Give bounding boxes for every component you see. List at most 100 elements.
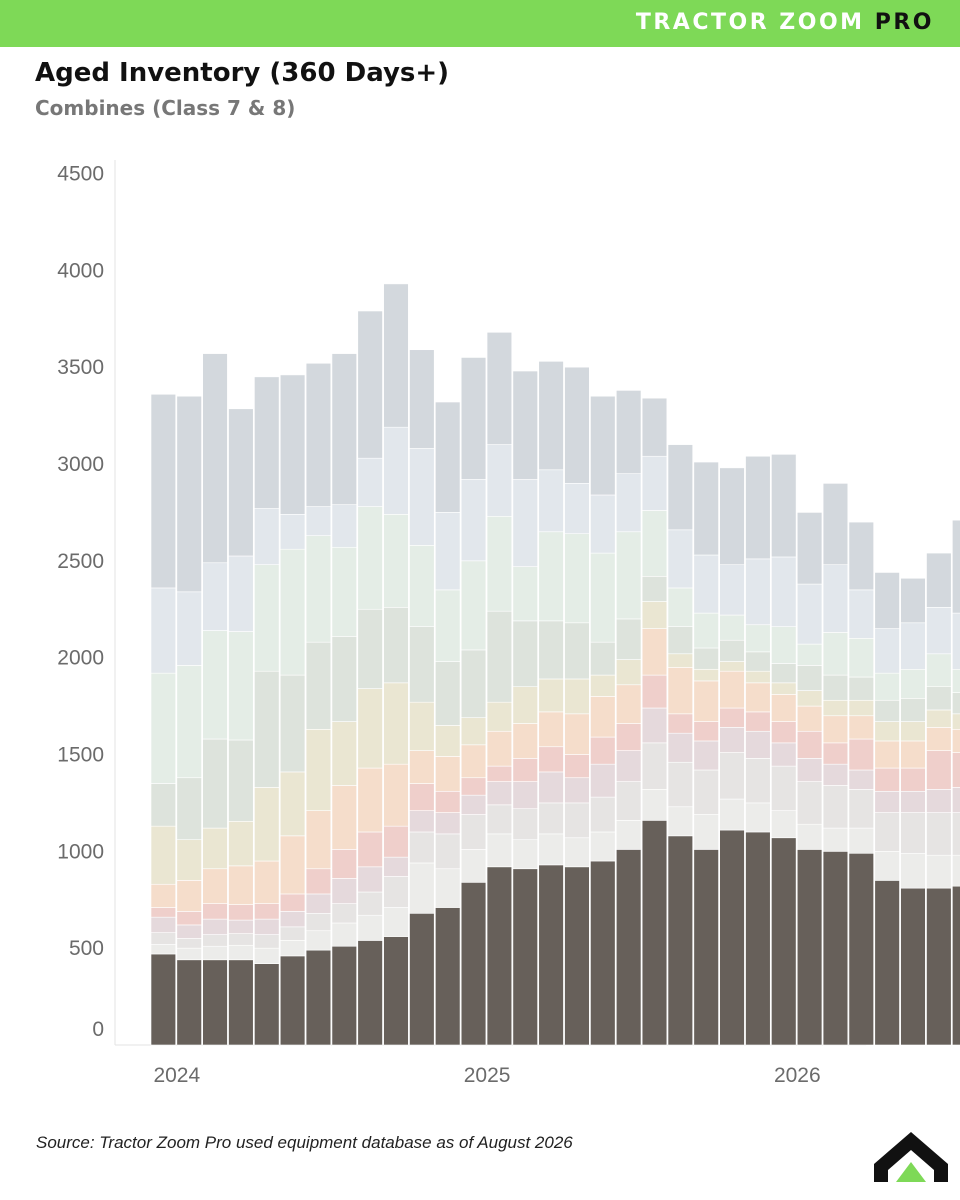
bar-segment (745, 670, 771, 684)
bar-segment (615, 390, 642, 474)
x-tick-label: 2025 (464, 1064, 511, 1087)
bar-segment (771, 721, 797, 744)
bar-segment (719, 467, 745, 565)
bar-segment (486, 833, 513, 868)
bar-segment (590, 494, 616, 554)
bar-segment (228, 959, 254, 1046)
bar-segment (900, 622, 926, 670)
bar-segment (279, 674, 306, 773)
bar-segment (900, 698, 926, 722)
bar-segment (590, 763, 616, 798)
bar-segment (538, 678, 564, 713)
bar-segment (409, 349, 435, 449)
bar-segment (745, 558, 771, 626)
bar-segment (693, 668, 719, 682)
bar-segment (279, 893, 306, 912)
bar-segment (641, 397, 668, 457)
bar-segment (745, 831, 771, 1046)
bar-segment (719, 639, 745, 662)
chart-title: Aged Inventory (360 Days+) (35, 58, 450, 88)
bar-segment (305, 641, 332, 730)
bar-segment (202, 918, 228, 935)
bar-segment (228, 904, 254, 921)
bar-segment (254, 376, 280, 509)
bar-segment (228, 631, 254, 741)
bar-segment (771, 694, 797, 722)
bar-segment (952, 885, 960, 1046)
bar-segment (641, 576, 668, 602)
bar-segment (900, 812, 926, 854)
bar-segment (176, 959, 202, 1046)
bar-segment (615, 820, 642, 850)
bar-segment (564, 802, 590, 839)
bar-segment (822, 851, 849, 1046)
bar-segment (305, 930, 332, 951)
tractor-zoom-logo-icon (874, 1132, 948, 1182)
bar-segment (926, 686, 952, 711)
bar-segment (150, 587, 177, 674)
bar-segment (796, 823, 823, 850)
bar-segment (952, 812, 960, 856)
bar-segment (926, 727, 952, 751)
bar-segment (874, 740, 900, 769)
bar-segment (512, 839, 538, 870)
bar-segment (745, 455, 771, 560)
bar-segment (615, 473, 642, 533)
bar-segment (512, 370, 538, 480)
bar-segment (409, 912, 435, 1046)
bar-segment (176, 591, 202, 666)
y-tick-label: 0 (92, 1018, 104, 1041)
bar-segment (719, 661, 745, 672)
bar-segment (202, 959, 228, 1046)
bar-segment (615, 684, 642, 724)
bar-segment (331, 504, 357, 548)
bar-segment (952, 787, 960, 813)
bar-segment (538, 864, 564, 1046)
bar-segment (305, 362, 332, 507)
bar-segment (641, 628, 668, 676)
bar-segment (564, 533, 590, 624)
bar-segment (952, 854, 960, 887)
bar-segment (357, 831, 383, 868)
bar-segment (667, 667, 694, 715)
bar-segment (331, 721, 357, 786)
header-banner: TRACTOR ZOOM PRO (0, 0, 960, 47)
bar-segment (460, 744, 487, 779)
bar-segment (202, 934, 228, 947)
bar-segment (176, 911, 202, 926)
bar-segment (641, 789, 668, 821)
bar-segment (667, 835, 694, 1046)
bar-segment (150, 393, 177, 589)
bar-segment (357, 457, 383, 507)
y-tick-label: 2500 (57, 550, 104, 573)
bar-segment (512, 781, 538, 810)
bar-segment (641, 455, 668, 511)
y-tick-label: 2000 (57, 647, 104, 670)
bar-segment (435, 833, 461, 870)
bar-segment (150, 883, 177, 908)
bar-segment (641, 820, 668, 1046)
bar-segment (435, 725, 461, 757)
bar-segment (331, 785, 357, 850)
bar-segment (874, 851, 900, 881)
bar-segment (564, 837, 590, 868)
bar-segment (667, 761, 694, 808)
bar-segment (460, 794, 487, 815)
bar-segment (383, 283, 409, 428)
bar-segment (357, 608, 383, 689)
bar-segment (202, 630, 228, 740)
bar-segment (564, 622, 590, 680)
bar-segment (512, 479, 538, 567)
bar-segment (848, 769, 874, 790)
bar-segment (745, 624, 771, 653)
bar-segment (409, 862, 435, 914)
bar-segment (383, 907, 409, 937)
bar-segment (409, 783, 435, 811)
bar-segment (848, 738, 874, 771)
bar-segment (796, 781, 823, 825)
bar-segment (460, 560, 487, 651)
bar-segment (822, 742, 849, 765)
bar-segment (228, 555, 254, 632)
bar-segment (874, 628, 900, 674)
bar-segment (745, 651, 771, 672)
